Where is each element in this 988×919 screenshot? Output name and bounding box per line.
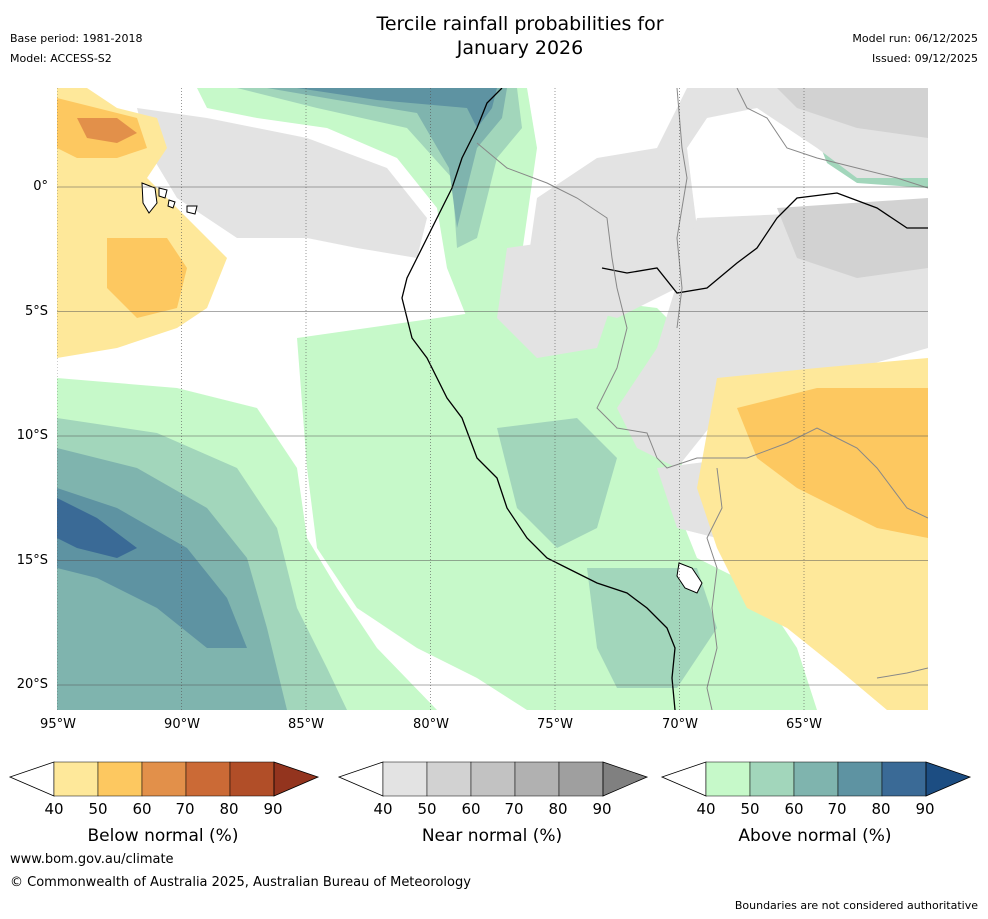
- above-normal-south-60: [587, 568, 717, 688]
- base-period: Base period: 1981-2018: [10, 32, 143, 45]
- amazon-river: [601, 192, 928, 294]
- colorbar-above-normal-label: Above normal (%): [738, 826, 892, 846]
- cb0-tick-90: 90: [263, 800, 283, 818]
- cb1-tick-50: 50: [417, 800, 437, 818]
- near-normal-mid: [497, 238, 617, 358]
- cb1-tick-90: 90: [592, 800, 612, 818]
- meta-left: Base period: 1981-2018 Model: ACCESS-S2: [10, 29, 142, 69]
- model-name: Model: ACCESS-S2: [10, 52, 112, 65]
- colorbar-near-normal-label: Near normal (%): [421, 826, 563, 846]
- colorbar-segment: [97, 761, 143, 797]
- near-normal-east-60: [777, 198, 928, 278]
- cb1-tick-80: 80: [548, 800, 568, 818]
- cb0-tick-40: 40: [44, 800, 64, 818]
- title-line-2: January 2026: [456, 37, 584, 59]
- colorbar-segment: [382, 761, 428, 797]
- above-normal-north-70: [267, 88, 507, 228]
- graticule: [57, 88, 928, 710]
- cb1-tick-60: 60: [461, 800, 481, 818]
- colorbar-extend-high: [925, 761, 972, 797]
- colorbar-segment: [426, 761, 472, 797]
- colorbar-segment: [53, 761, 99, 797]
- website-link[interactable]: www.bom.gov.au/climate: [10, 852, 174, 867]
- below-normal-mid-west: [107, 238, 187, 318]
- cb0-tick-80: 80: [219, 800, 239, 818]
- colorbar-segment: [837, 761, 883, 797]
- cb2-tick-90: 90: [915, 800, 935, 818]
- colorbar-below-normal-label: Below normal (%): [87, 826, 239, 846]
- colorbar-above-normal: [660, 761, 972, 797]
- cb0-tick-50: 50: [88, 800, 108, 818]
- lake-titicaca: [676, 562, 703, 594]
- colorbar-below-normal: [8, 761, 320, 797]
- colorbar-extend-low: [337, 761, 384, 797]
- lon-label-70w: 70°W: [662, 717, 698, 732]
- cb2-tick-40: 40: [696, 800, 716, 818]
- near-normal-northeast-60: [777, 88, 928, 138]
- lon-label-65w: 65°W: [786, 717, 822, 732]
- title-line-1: Tercile rainfall probabilities for: [376, 13, 664, 35]
- colorbar-segment: [185, 761, 231, 797]
- lon-label-85w: 85°W: [288, 717, 324, 732]
- map-title: Tercile rainfall probabilities for Janua…: [0, 12, 988, 60]
- colorbar-ticks: 40 50 60 70 80 90 40 50 60 70 80 90 40 5…: [0, 800, 988, 820]
- above-normal-southwest-90: [57, 498, 137, 558]
- lat-label-5s: 5°S: [24, 304, 48, 319]
- colorbar-extend-low: [660, 761, 707, 797]
- colorbar-segment: [470, 761, 516, 797]
- colorbar-segment: [229, 761, 275, 797]
- colorbar-near-normal: [337, 761, 649, 797]
- colorbars: [8, 761, 972, 797]
- lat-label-10s: 10°S: [16, 428, 48, 443]
- cb2-tick-60: 60: [784, 800, 804, 818]
- lat-label-0: 0°: [33, 179, 48, 194]
- colorbar-segment: [705, 761, 751, 797]
- model-run: Model run: 06/12/2025: [852, 32, 978, 45]
- copyright: © Commonwealth of Australia 2025, Austra…: [10, 875, 471, 890]
- colorbar-extend-high: [602, 761, 649, 797]
- lon-label-75w: 75°W: [537, 717, 573, 732]
- lon-label-90w: 90°W: [164, 717, 200, 732]
- below-normal-regions: [57, 88, 928, 710]
- probability-map: [57, 88, 928, 710]
- boundary-disclaimer: Boundaries are not considered authoritat…: [734, 899, 978, 912]
- lon-label-95w: 95°W: [40, 717, 76, 732]
- colorbar-extend-high: [273, 761, 320, 797]
- near-normal-northeast: [527, 88, 928, 318]
- cb1-tick-70: 70: [504, 800, 524, 818]
- cb2-tick-50: 50: [740, 800, 760, 818]
- issued-date: Issued: 09/12/2025: [871, 52, 978, 65]
- colorbar-segment: [749, 761, 795, 797]
- country-borders: [476, 88, 928, 710]
- colorbar-segment: [514, 761, 560, 797]
- cb2-tick-70: 70: [827, 800, 847, 818]
- lon-label-80w: 80°W: [413, 717, 449, 732]
- cb0-tick-60: 60: [132, 800, 152, 818]
- cb1-tick-40: 40: [373, 800, 393, 818]
- below-normal-northwest-70: [77, 118, 137, 143]
- cb0-tick-70: 70: [175, 800, 195, 818]
- lat-label-15s: 15°S: [16, 553, 48, 568]
- above-normal-central-60: [497, 418, 617, 548]
- colorbar-segment: [558, 761, 604, 797]
- coastline: [401, 88, 676, 710]
- colorbar-segment: [793, 761, 839, 797]
- lat-label-20s: 20°S: [16, 677, 48, 692]
- colorbar-segment: [881, 761, 927, 797]
- above-normal-north-80: [297, 88, 497, 128]
- colorbar-segment: [141, 761, 187, 797]
- near-normal-regions: [137, 88, 928, 538]
- colorbar-extend-low: [8, 761, 55, 797]
- meta-right: Model run: 06/12/2025 Issued: 09/12/2025: [852, 29, 978, 69]
- near-normal-north: [137, 108, 427, 258]
- below-normal-southeast-60: [737, 388, 928, 538]
- cb2-tick-80: 80: [871, 800, 891, 818]
